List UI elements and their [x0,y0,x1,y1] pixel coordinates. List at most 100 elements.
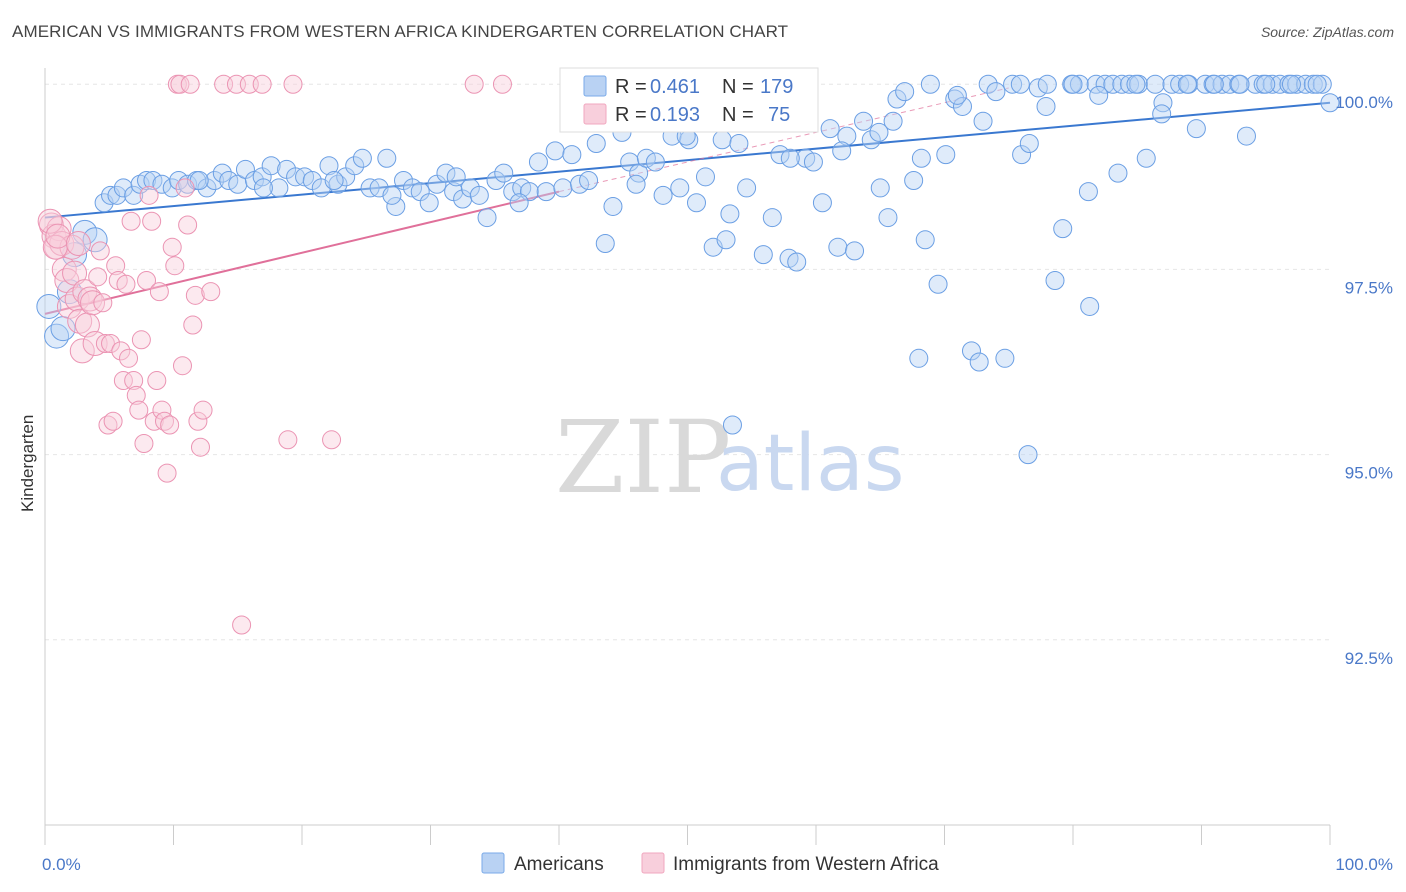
americans-point-29 [269,178,289,198]
western-africa-point-74 [65,230,91,256]
americans-point-101 [870,178,890,198]
western-africa-point-34 [129,400,149,420]
americans-point-157 [253,178,273,198]
americans-point-20 [197,178,217,198]
americans-point-93 [803,152,823,172]
americans-point-185 [1018,445,1038,465]
americans-point-63 [553,178,573,198]
western-africa-point-63 [232,615,252,635]
americans-point-85 [737,178,757,198]
americans-point-178 [1177,74,1197,94]
americans-point-164 [716,230,736,250]
americans-point-160 [446,167,466,187]
americans-point-102 [878,208,898,228]
americans-point-173 [1037,74,1057,94]
western-africa-point-20 [93,293,113,313]
western-africa-point-32 [124,371,144,391]
americans-point-110 [945,89,965,109]
trend-extension-western-africa [558,87,1009,193]
americans-point-161 [509,193,529,213]
western-africa-point-39 [142,211,162,231]
americans-point-39 [352,148,372,168]
americans-point-170 [947,85,967,105]
americans-point-112 [961,341,981,361]
x-tick-label-max: 100.0% [1335,855,1393,874]
western-africa-point-45 [157,463,177,483]
y-tick-labels: 92.5% 95.0% 97.5% 100.0% [1335,93,1393,668]
americans-point-158 [324,171,344,191]
americans-point-169 [915,230,935,250]
western-africa-point-54 [180,74,200,94]
americans-point-6 [82,227,108,253]
western-africa-point-42 [149,282,169,302]
western-africa-point-28 [113,371,133,391]
americans-point-28 [261,156,281,176]
western-africa-point-25 [106,256,126,276]
western-africa-point-50 [170,74,190,94]
chart-title: AMERICAN VS IMMIGRANTS FROM WESTERN AFRI… [12,22,789,41]
americans-point-62 [545,141,565,161]
americans-point-77 [670,178,690,198]
americans-point-9 [107,185,127,205]
axes [44,68,1331,845]
americans-point-167 [869,122,889,142]
americans-point-56 [494,163,514,183]
americans-point-176 [1126,74,1146,94]
western-africa-point-29 [116,274,136,294]
western-africa-point-53 [178,215,198,235]
legend-swatch-americans [583,75,607,97]
americans-point-69 [603,196,623,216]
americans-point-98 [845,241,865,261]
americans-point-145 [1236,126,1256,146]
americans-point-67 [586,133,606,153]
bottom-legend-swatch-americans [481,852,505,874]
americans-point-148 [1262,74,1282,94]
americans-point-184 [909,348,929,368]
americans-point-68 [595,233,615,253]
western-africa-point-70 [492,74,512,94]
americans-point-99 [854,111,874,131]
americans-point-123 [1053,219,1073,239]
americans-point-1 [44,323,70,349]
americans-point-136 [1162,74,1182,94]
americans-point-187 [1108,163,1128,183]
western-africa-point-40 [144,411,164,431]
western-africa-point-36 [134,434,154,453]
americans-point-54 [477,208,497,228]
americans-point-109 [936,145,956,165]
western-africa-point-67 [283,74,303,94]
americans-point-154 [1312,74,1332,94]
americans-point-134 [1145,74,1165,94]
americans-point-97 [837,126,857,146]
americans-point-47 [419,193,439,213]
americans-point-104 [895,82,915,102]
americans-point-0 [36,293,62,319]
legend-r-label-2: R = [615,104,647,126]
americans-point-42 [377,148,397,168]
americans-point-125 [1069,74,1089,94]
americans-point-36 [328,174,348,194]
americans-point-165 [780,148,800,168]
americans-point-103 [887,89,907,109]
western-africa-point-38 [139,185,159,205]
americans-point-186 [1080,296,1100,316]
western-africa-point-48 [165,256,185,276]
western-africa-point-27 [111,341,131,361]
western-africa-point-12 [69,338,95,364]
americans-point-174 [1063,74,1083,94]
western-africa-point-57 [188,411,208,431]
americans-point-113 [969,352,989,372]
western-africa-point-23 [101,333,121,353]
americans-point-22 [212,163,232,183]
western-africa-point-18 [88,267,108,287]
western-africa-point-44 [155,411,175,431]
western-africa-point-59 [193,400,213,420]
americans-point-182 [1281,74,1301,94]
americans-point-166 [832,141,852,161]
americans-point-118 [1012,145,1032,165]
americans-point-130 [1112,74,1132,94]
western-africa-point-19 [90,241,110,261]
americans-point-188 [722,415,742,435]
americans-point-146 [1245,74,1265,94]
